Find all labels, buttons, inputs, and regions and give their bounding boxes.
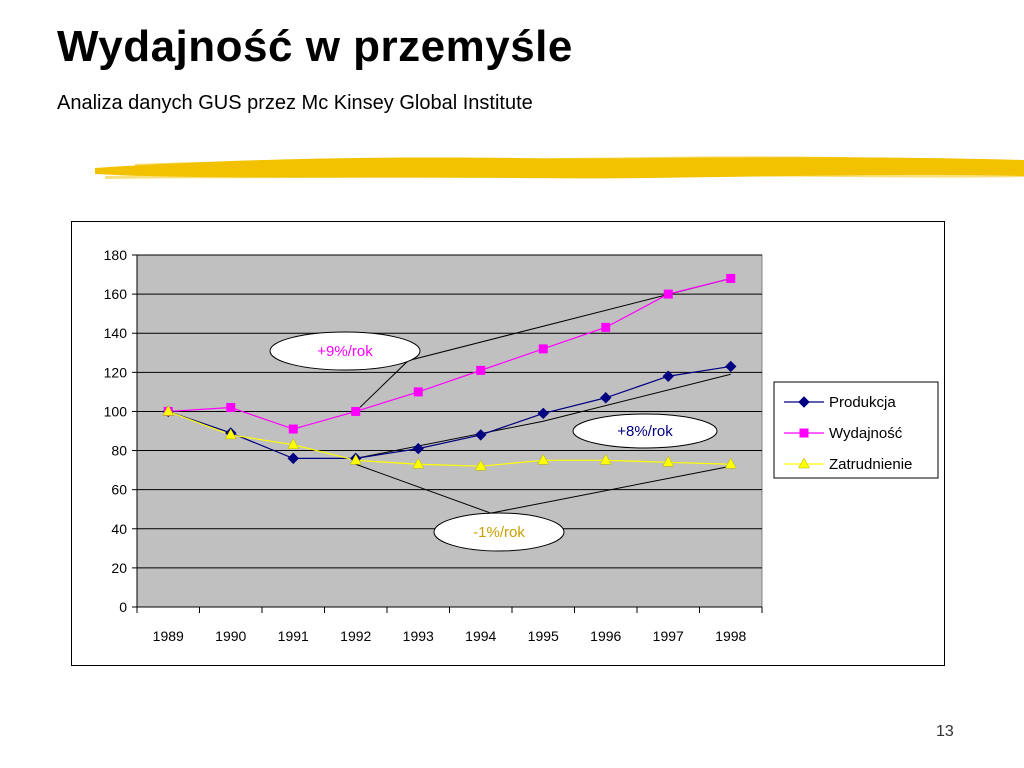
grid-lines — [137, 254, 762, 569]
point-zatrudnienie — [599, 453, 612, 465]
point-produkcja — [475, 429, 487, 441]
callouts: +9%/rok +8%/rok -1%/rok — [269, 331, 718, 552]
y-tick-labels: 0 20 40 60 80 100 120 140 160 180 — [104, 247, 128, 615]
point-wydajnosc — [538, 344, 548, 354]
x-tick-label: 1994 — [465, 628, 496, 644]
legend-label-wydajnosc: Wydajność — [829, 425, 903, 442]
y-tick-label: 100 — [104, 403, 128, 419]
point-produkcja — [287, 452, 299, 465]
y-tick-label: 0 — [119, 599, 127, 615]
point-wydajnosc — [601, 322, 611, 332]
x-tick-label: 1992 — [340, 628, 371, 644]
legend-label-zatrudnienie: Zatrudnienie — [829, 456, 912, 473]
series-line-produkcja — [168, 365, 731, 459]
axes — [132, 254, 763, 613]
legend-marker-produkcja — [798, 396, 810, 408]
point-produkcja — [600, 392, 612, 404]
point-zatrudnienie — [412, 457, 425, 469]
y-tick-label: 160 — [104, 286, 128, 302]
series-line-zatrudnienie — [168, 410, 731, 467]
x-tick-labels: 1989 1990 1991 1992 1993 1994 1995 1996 1997 1998 — [153, 628, 747, 644]
series-lines — [168, 277, 731, 467]
legend-marker-wydajnosc — [799, 428, 809, 438]
y-tick-label: 60 — [111, 482, 127, 498]
point-wydajnosc — [413, 387, 423, 397]
point-zatrudnienie — [474, 459, 487, 471]
x-tick-label: 1989 — [153, 628, 184, 644]
decorative-brush-stroke — [95, 156, 1024, 179]
x-tick-label: 1991 — [278, 628, 309, 644]
point-zatrudnienie — [349, 453, 362, 465]
page-number: 13 — [936, 723, 954, 740]
y-tick-label: 40 — [111, 521, 127, 537]
point-zatrudnienie — [662, 455, 675, 467]
x-tick-label: 1998 — [715, 628, 746, 644]
line-chart: 0 20 40 60 80 100 120 140 160 180 1989 1990 1991 199… — [104, 247, 939, 644]
point-produkcja — [412, 442, 424, 455]
series-markers — [162, 273, 737, 471]
point-zatrudnienie — [287, 438, 300, 449]
point-wydajnosc — [663, 289, 673, 299]
x-tick-label: 1997 — [653, 628, 684, 644]
legend-label-produkcja: Produkcja — [829, 394, 896, 411]
point-wydajnosc — [226, 403, 236, 413]
slide-title: Wydajność w przemyśle — [57, 22, 573, 71]
callout-label: +9%/rok — [317, 343, 373, 360]
point-produkcja — [725, 360, 737, 373]
y-tick-label: 120 — [104, 364, 128, 380]
y-tick-label: 80 — [111, 443, 127, 459]
point-zatrudnienie — [537, 453, 550, 465]
y-tick-label: 140 — [104, 325, 128, 341]
legend-marker-zatrudnienie — [798, 457, 810, 469]
callout-ellipse — [269, 331, 421, 371]
point-produkcja — [537, 407, 549, 420]
x-tick-label: 1990 — [215, 628, 246, 644]
point-produkcja — [662, 370, 674, 382]
y-tick-label: 20 — [111, 560, 127, 576]
y-tick-label: 180 — [104, 247, 128, 263]
point-zatrudnienie — [724, 457, 737, 469]
legend: Produkcja Wydajność Zatrudnienie — [773, 381, 939, 479]
point-wydajnosc — [476, 365, 486, 375]
callout-ellipse — [433, 512, 565, 552]
series-line-wydajnosc — [168, 277, 731, 430]
point-wydajnosc — [288, 424, 298, 434]
callout-label: +8%/rok — [617, 423, 673, 440]
point-zatrudnienie — [224, 428, 237, 440]
x-tick-label: 1996 — [590, 628, 621, 644]
x-tick-label: 1995 — [528, 628, 559, 644]
callout-label: -1%/rok — [473, 524, 525, 541]
callout-ellipse — [572, 413, 718, 449]
point-wydajnosc — [351, 406, 361, 416]
chart-frame: 0 20 40 60 80 100 120 140 160 180 1989 1990 1991 199… — [71, 221, 945, 666]
slide-subtitle: Analiza danych GUS przez Mc Kinsey Globa… — [57, 92, 533, 114]
point-zatrudnienie — [162, 404, 175, 416]
x-tick-label: 1993 — [403, 628, 434, 644]
point-wydajnosc — [726, 273, 736, 283]
